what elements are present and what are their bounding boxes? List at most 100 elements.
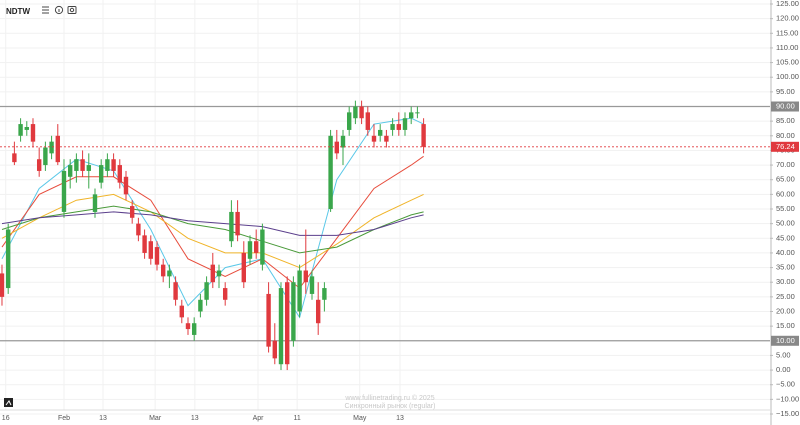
moving-average	[1, 193, 424, 269]
y-tick-label: 5.00	[776, 350, 791, 359]
x-tick-label: 16	[2, 415, 10, 422]
candle-body	[241, 252, 246, 283]
candle-body	[272, 340, 277, 359]
y-tick-label: 25.00	[776, 292, 795, 301]
candle-body	[24, 127, 29, 130]
y-tick-label: 0.00	[776, 365, 791, 374]
candle-body	[266, 293, 271, 347]
candle-body	[353, 106, 358, 119]
candle-body	[12, 153, 17, 163]
candle-body	[142, 235, 147, 253]
candle-body	[415, 112, 420, 114]
candle-body	[160, 264, 166, 277]
candle-body	[303, 270, 308, 283]
candle-body	[315, 299, 321, 324]
candle-body	[191, 323, 197, 335]
candle-body	[117, 165, 122, 183]
y-tick-label: 70.00	[776, 160, 795, 169]
y-tick-label: 35.00	[776, 263, 795, 272]
candle-body	[253, 241, 259, 253]
candle-body	[328, 135, 333, 210]
candle-body	[384, 135, 389, 142]
y-tick-label: 45.00	[776, 233, 795, 242]
y-tick-label: −10.00	[776, 394, 799, 403]
candle-body	[61, 170, 67, 212]
candle-body	[421, 124, 426, 147]
watermark: www.fullinetrading.ru © 2025	[344, 394, 434, 402]
candle-body	[18, 124, 23, 136]
plot	[0, 100, 770, 371]
camera-icon[interactable]	[67, 6, 77, 14]
candle-body	[204, 282, 209, 300]
candle-body	[74, 159, 79, 171]
x-tick-label: Apr	[253, 415, 265, 422]
candle-body	[371, 135, 377, 142]
camera-lens	[69, 7, 75, 13]
y-tick-label: 100.00	[776, 72, 799, 81]
candle-body	[0, 273, 5, 297]
y-tick-label: 15.00	[776, 321, 795, 330]
menu-icon[interactable]	[42, 6, 49, 14]
moving-average	[1, 211, 424, 236]
candle-body	[408, 112, 414, 119]
candle-body	[340, 135, 346, 148]
candle-body	[297, 270, 302, 312]
candle-body	[105, 159, 110, 171]
candle-body	[229, 211, 234, 242]
y-tick-label: 60.00	[776, 189, 795, 198]
y-tick-label: 95.00	[776, 87, 795, 96]
candle-body	[80, 159, 85, 171]
candle-body	[278, 288, 284, 365]
x-tick-label: 13	[191, 415, 199, 422]
level-label: 90.00	[776, 101, 795, 110]
symbol: NDTW	[6, 7, 30, 16]
candle-body	[43, 147, 48, 166]
x-tick-label: Feb	[58, 415, 70, 422]
y-tick-label: 55.00	[776, 204, 795, 213]
candle-body	[210, 264, 215, 283]
level-tag	[771, 101, 799, 112]
candle-body	[167, 270, 172, 277]
candle-body	[136, 223, 141, 236]
candle-body	[291, 282, 296, 341]
x-tick-label: 11	[293, 415, 300, 422]
candle-body	[49, 141, 54, 154]
candle-body	[365, 112, 370, 130]
x-tick-label: May	[353, 415, 367, 422]
y-tick-label: 20.00	[776, 306, 795, 315]
watermark: Синхронный рынок (regular)	[345, 402, 436, 410]
candle-body	[247, 241, 253, 259]
candle-body	[5, 229, 11, 289]
candle-body	[154, 247, 160, 265]
y-tick-label: 125.00	[776, 0, 799, 8]
candle-body	[235, 211, 240, 236]
candle-body	[98, 165, 104, 183]
candle-body	[185, 323, 191, 330]
candle-body	[55, 135, 60, 163]
y-tick-label: 85.00	[776, 116, 795, 125]
candle-body	[179, 305, 184, 318]
candle-body	[198, 299, 203, 312]
y-tick-label: 105.00	[776, 58, 799, 67]
x-tick-label: Mar	[149, 415, 162, 422]
candle-body	[86, 165, 91, 171]
y-tick-label: 65.00	[776, 175, 795, 184]
y-tick-label: 80.00	[776, 131, 795, 140]
level-label: 10.00	[776, 336, 795, 345]
candle-body	[67, 165, 73, 177]
candle-body	[123, 176, 129, 195]
candle-body	[396, 124, 401, 130]
candle-body	[284, 282, 290, 365]
candle-body	[377, 129, 383, 136]
info-icon[interactable]	[54, 5, 64, 15]
candle-body	[148, 241, 153, 259]
toolbar[interactable]	[42, 5, 77, 15]
x-tick-label: 13	[396, 415, 404, 422]
x-tick-label: 13	[99, 415, 107, 422]
candle-body	[36, 159, 42, 171]
candle-body	[222, 288, 228, 300]
candle-body	[390, 124, 395, 130]
candle-body	[402, 118, 408, 130]
